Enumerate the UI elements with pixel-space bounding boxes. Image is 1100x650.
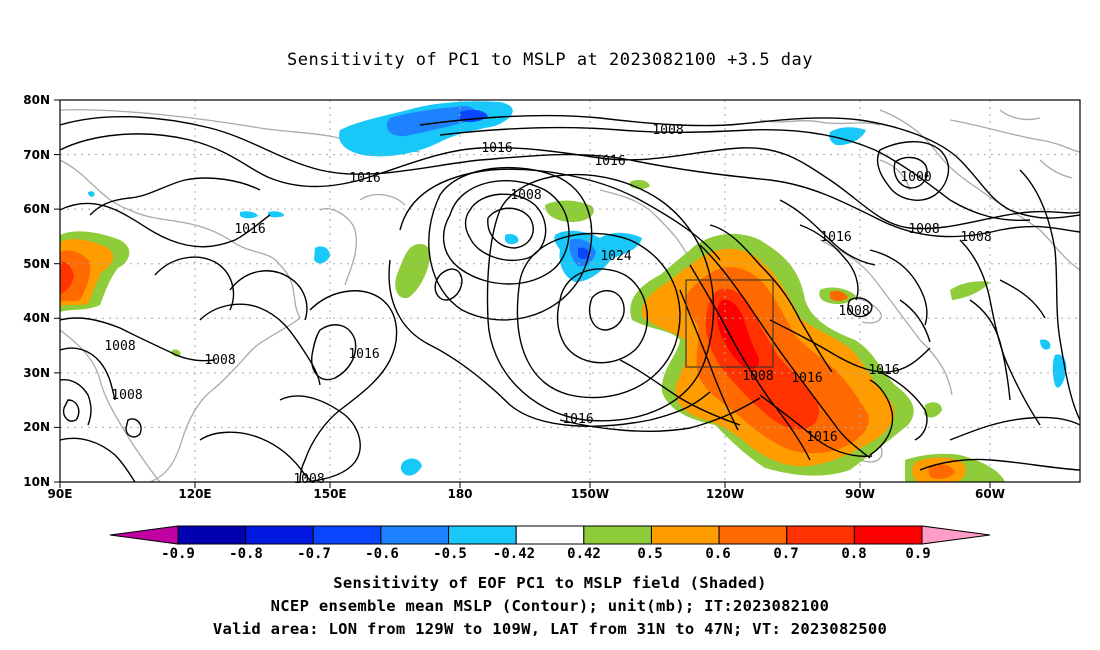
colorbar-label: -0.9 — [161, 546, 195, 562]
contour-label: 1016 — [820, 230, 851, 245]
contour-label: 1000 — [900, 170, 931, 185]
contour-label: 1008 — [510, 188, 541, 203]
contour-label: 1008 — [293, 472, 324, 487]
caption-contour: NCEP ensemble mean MSLP (Contour); unit(… — [270, 597, 830, 615]
contour-label: 1008 — [742, 369, 773, 384]
colorbar-swatch — [245, 525, 314, 545]
colorbar-swatch — [650, 525, 720, 545]
contour-label: 1008 — [111, 388, 142, 403]
contour-label: 1008 — [908, 222, 939, 237]
colorbar-swatch — [380, 525, 450, 545]
colorbar-label: 0.8 — [841, 546, 866, 562]
lat-label: 10N — [23, 475, 50, 489]
colorbar-label: 0.42 — [567, 546, 601, 562]
colorbar-swatch — [786, 525, 855, 545]
lat-label: 30N — [23, 366, 50, 380]
lat-label: 70N — [23, 148, 50, 162]
map-title: Sensitivity of PC1 to MSLP at 2023082100… — [286, 50, 813, 70]
colorbar-label: -0.5 — [433, 546, 467, 562]
contour-label: 1008 — [838, 304, 869, 319]
colorbar-swatch — [583, 525, 652, 545]
map-frame — [59, 99, 1081, 483]
colorbar: -0.9 -0.8 -0.7 -0.6 -0.5 -0.42 0.42 0.5 … — [109, 525, 991, 562]
colorbar-label: -0.42 — [493, 546, 535, 562]
colorbar-high-arrow — [921, 525, 991, 545]
lon-label: 90E — [48, 487, 73, 501]
colorbar-swatch — [312, 525, 382, 545]
lon-label: 90W — [845, 487, 875, 501]
contour-label: 1016 — [594, 154, 625, 169]
lat-label: 20N — [23, 420, 50, 434]
colorbar-label: 0.7 — [773, 546, 798, 562]
mslp-contours — [60, 114, 1080, 482]
lon-label: 60W — [975, 487, 1005, 501]
contour-labels: 1008 1016 1016 1008 1024 1016 1000 1016 … — [104, 123, 991, 445]
lat-lon-grid — [60, 100, 1080, 482]
contour-label: 1008 — [204, 353, 235, 368]
longitude-labels: 90E 120E 150E 180 150W 120W 90W 60W — [48, 487, 1005, 501]
latitude-labels: 80N 70N 60N 50N 40N 30N 20N 10N — [23, 93, 50, 489]
lat-label: 50N — [23, 257, 50, 271]
lat-label: 80N — [23, 93, 50, 107]
colorbar-swatch — [515, 525, 585, 545]
lat-label: 40N — [23, 311, 50, 325]
contour-label: 1016 — [234, 222, 265, 237]
contour-label: 1024 — [600, 249, 631, 264]
contour-label: 1016 — [806, 430, 837, 445]
contour-label: 1008 — [104, 339, 135, 354]
valid-area-box — [685, 279, 774, 368]
contour-label: 1008 — [652, 123, 683, 138]
lon-label: 150W — [571, 487, 609, 501]
lat-label: 60N — [23, 202, 50, 216]
colorbar-swatch — [177, 525, 247, 545]
contour-label: 1016 — [791, 371, 822, 386]
colorbar-label: 0.9 — [905, 546, 930, 562]
sensitivity-shading — [60, 101, 1067, 482]
colorbar-swatch — [448, 525, 517, 545]
colorbar-swatch — [718, 525, 788, 545]
caption-shaded: Sensitivity of EOF PC1 to MSLP field (Sh… — [333, 574, 767, 592]
lon-label: 150E — [313, 487, 346, 501]
colorbar-label: 0.5 — [637, 546, 662, 562]
lon-label: 180 — [447, 487, 472, 501]
colorbar-label: -0.6 — [365, 546, 399, 562]
lon-label: 120E — [178, 487, 211, 501]
caption-valid-area: Valid area: LON from 129W to 109W, LAT f… — [212, 620, 888, 638]
contour-label: 1016 — [349, 171, 380, 186]
contour-label: 1008 — [960, 230, 991, 245]
contour-label: 1016 — [481, 141, 512, 156]
colorbar-low-arrow — [109, 525, 179, 545]
colorbar-label: -0.8 — [229, 546, 263, 562]
contour-label: 1016 — [868, 363, 899, 378]
colorbar-label: -0.7 — [297, 546, 331, 562]
contour-label: 1016 — [562, 412, 593, 427]
colorbar-swatch — [853, 525, 923, 545]
lon-label: 120W — [706, 487, 744, 501]
colorbar-label: 0.6 — [705, 546, 730, 562]
axis-ticks — [54, 99, 991, 488]
contour-label: 1016 — [348, 347, 379, 362]
